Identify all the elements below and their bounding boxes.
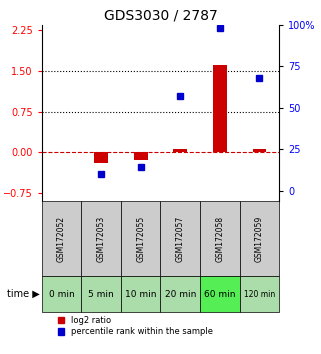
- Text: 20 min: 20 min: [165, 290, 196, 298]
- Text: 0 min: 0 min: [49, 290, 74, 298]
- FancyBboxPatch shape: [240, 201, 279, 276]
- Bar: [134, 152, 148, 160]
- Text: 120 min: 120 min: [244, 290, 275, 298]
- Text: 5 min: 5 min: [88, 290, 114, 298]
- FancyBboxPatch shape: [81, 201, 121, 276]
- FancyBboxPatch shape: [42, 201, 81, 276]
- Text: GSM172053: GSM172053: [97, 216, 106, 262]
- FancyBboxPatch shape: [160, 276, 200, 312]
- Text: GSM172058: GSM172058: [215, 216, 224, 262]
- FancyBboxPatch shape: [42, 276, 81, 312]
- FancyBboxPatch shape: [81, 276, 121, 312]
- FancyBboxPatch shape: [160, 201, 200, 276]
- FancyBboxPatch shape: [200, 276, 240, 312]
- FancyBboxPatch shape: [121, 276, 160, 312]
- Text: 60 min: 60 min: [204, 290, 236, 298]
- Bar: [173, 149, 187, 152]
- FancyBboxPatch shape: [121, 201, 160, 276]
- Text: 10 min: 10 min: [125, 290, 156, 298]
- Text: GSM172055: GSM172055: [136, 216, 145, 262]
- Text: GSM172057: GSM172057: [176, 216, 185, 262]
- Bar: [213, 65, 227, 152]
- Bar: [94, 152, 108, 163]
- Title: GDS3030 / 2787: GDS3030 / 2787: [104, 8, 217, 22]
- FancyBboxPatch shape: [240, 276, 279, 312]
- Text: time ▶: time ▶: [7, 289, 40, 299]
- Legend: log2 ratio, percentile rank within the sample: log2 ratio, percentile rank within the s…: [58, 316, 213, 336]
- Text: GSM172059: GSM172059: [255, 216, 264, 262]
- Text: GSM172052: GSM172052: [57, 216, 66, 262]
- FancyBboxPatch shape: [200, 201, 240, 276]
- Bar: [253, 149, 266, 152]
